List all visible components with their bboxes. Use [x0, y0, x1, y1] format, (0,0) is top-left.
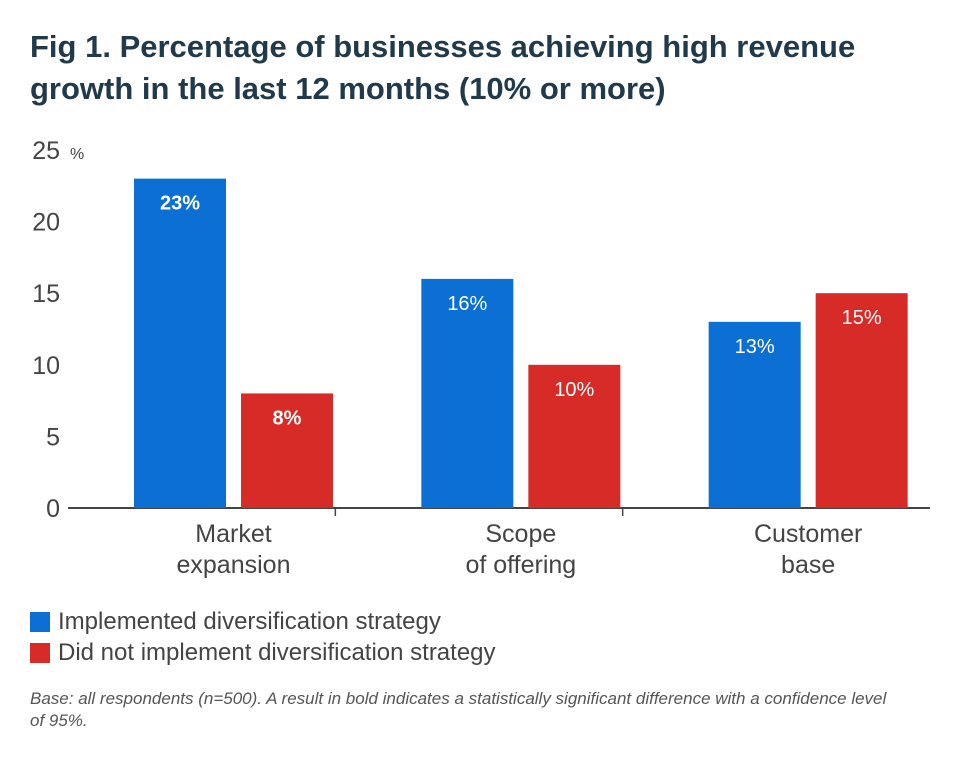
bar-chart: 0 5 10 15 20 25 % 23% 8% Market expansion 16% 10% Sco… — [32, 137, 930, 579]
y-tick-label: 25 — [32, 137, 60, 165]
bar-data-label: 16% — [447, 293, 487, 315]
x-category-label: Scope — [485, 520, 556, 548]
bar-implemented — [134, 178, 226, 508]
x-category-label: Market — [195, 520, 271, 548]
x-category-label: of offering — [465, 551, 576, 579]
bar-data-label: 23% — [160, 193, 200, 215]
x-category-label: Customer — [754, 520, 862, 548]
footnote: Base: all respondents (n=500). A result … — [30, 689, 887, 730]
x-category-label: base — [781, 551, 835, 579]
y-tick-label: 20 — [32, 209, 60, 237]
bar-data-label: 13% — [735, 336, 775, 358]
y-tick-label: 5 — [46, 423, 60, 451]
bar-data-label: 15% — [842, 307, 882, 329]
chart-title: Fig 1. Percentage of businesses achievin… — [30, 29, 856, 106]
bar-not-implemented — [815, 293, 908, 508]
y-tick-label: 15 — [32, 280, 60, 308]
legend: Implemented diversification strategy Did… — [30, 606, 496, 668]
legend-swatch-not-implemented — [30, 642, 50, 663]
legend-label-implemented: Implemented diversification strategy — [58, 607, 441, 635]
legend-label-not-implemented: Did not implement diversification strate… — [58, 638, 496, 666]
bar-data-label: 8% — [273, 407, 302, 429]
bar-not-implemented — [241, 393, 333, 508]
legend-item-implemented: Implemented diversification strategy — [30, 606, 496, 637]
bar-implemented — [421, 278, 514, 508]
y-tick-label: 0 — [46, 495, 60, 523]
legend-item-not-implemented: Did not implement diversification strate… — [30, 637, 496, 668]
bar-implemented — [708, 321, 801, 508]
legend-swatch-implemented — [30, 611, 50, 632]
x-category-label: expansion — [177, 551, 291, 579]
bar-data-label: 10% — [554, 379, 594, 401]
y-tick-label: 10 — [32, 352, 60, 380]
y-axis-unit-label: % — [70, 146, 84, 163]
bar-not-implemented — [528, 364, 621, 508]
